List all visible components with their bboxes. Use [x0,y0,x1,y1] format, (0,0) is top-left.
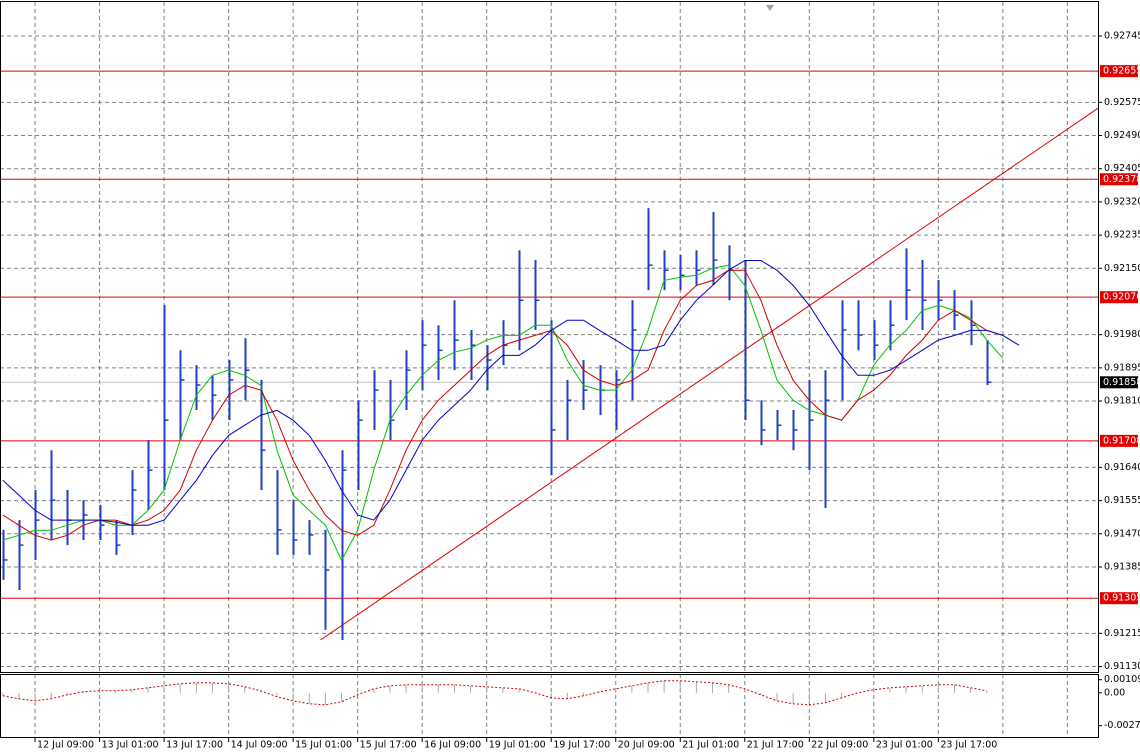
level-label-bg [1100,291,1138,304]
level-label-bg [1100,434,1138,447]
oscillator-line [2,680,987,706]
y-tick-label: 0.91130 [1104,661,1140,672]
y-tick-label: 0.91385 [1104,561,1140,572]
x-tick-label: 21 Jul 17:00 [747,740,804,751]
y-tick-label: 0.92235 [1104,230,1140,241]
y-tick-label: 0.91215 [1104,628,1140,639]
main-frame [0,1,1099,673]
level-label-bg [1100,173,1138,186]
y-tick-label: 0.92490 [1104,130,1140,141]
labels-layer: 0.92745 0.92575 0.92490 0.92405 0.92320 0.922… [34,30,1140,751]
y-tick-label: 0.91640 [1104,462,1140,473]
level-label-bg [1100,65,1138,78]
y-tick-label: 0.91895 [1104,362,1140,373]
y-tick-label: 0.91470 [1104,528,1140,539]
y-tick-label: 0.92405 [1104,163,1140,174]
y-tick-label: 0.91810 [1104,396,1140,407]
marks-layer [0,70,1099,706]
level-label: 0.92655 [1103,66,1140,77]
level-label: 0.91305 [1103,593,1140,604]
y-tick-label: 0.92320 [1104,196,1140,207]
osc-frame [0,674,1099,738]
x-tick-label: 23 Jul 01:00 [876,740,933,751]
x-tick-label: 23 Jul 17:00 [940,740,997,751]
grid-layer [0,2,1098,737]
x-tick-label: 21 Jul 01:00 [682,740,739,751]
x-tick-label: 15 Jul 17:00 [360,740,417,751]
current-price-label: 0.91858 [1103,377,1140,388]
level-label: 0.92378 [1103,174,1140,185]
x-tick-label: 16 Jul 09:00 [424,740,481,751]
x-tick-label: 20 Jul 09:00 [618,740,675,751]
moving-average [2,260,1020,526]
x-tick-label: 14 Jul 09:00 [231,740,288,751]
y-tick-label: -0.00274 [1104,720,1140,731]
y-tick-label: 0.001091 [1104,674,1140,685]
x-tick-label: 19 Jul 01:00 [489,740,546,751]
y-tick-label: 0.92575 [1104,97,1140,108]
y-tick-label: 0.91555 [1104,495,1140,506]
level-label: 0.92076 [1103,292,1140,303]
x-tick-label: 13 Jul 17:00 [166,740,223,751]
y-tick-label: 0.92150 [1104,263,1140,274]
y-tick-label: 0.92745 [1104,30,1140,41]
x-tick-label: 12 Jul 09:00 [37,740,94,751]
y-tick-label: 0.00 [1104,687,1125,698]
current-price-label-bg [1100,376,1138,389]
trend-line [320,107,1099,641]
x-tick-label: 13 Jul 01:00 [102,740,159,751]
x-tick-label: 15 Jul 01:00 [295,740,352,751]
level-label-bg [1100,592,1138,605]
x-tick-label: 19 Jul 17:00 [553,740,610,751]
shift-marker [766,5,774,11]
level-label: 0.91708 [1103,435,1140,446]
x-tick-label: 22 Jul 09:00 [811,740,868,751]
moving-average [2,269,1004,541]
y-tick-label: 0.91980 [1104,329,1140,340]
